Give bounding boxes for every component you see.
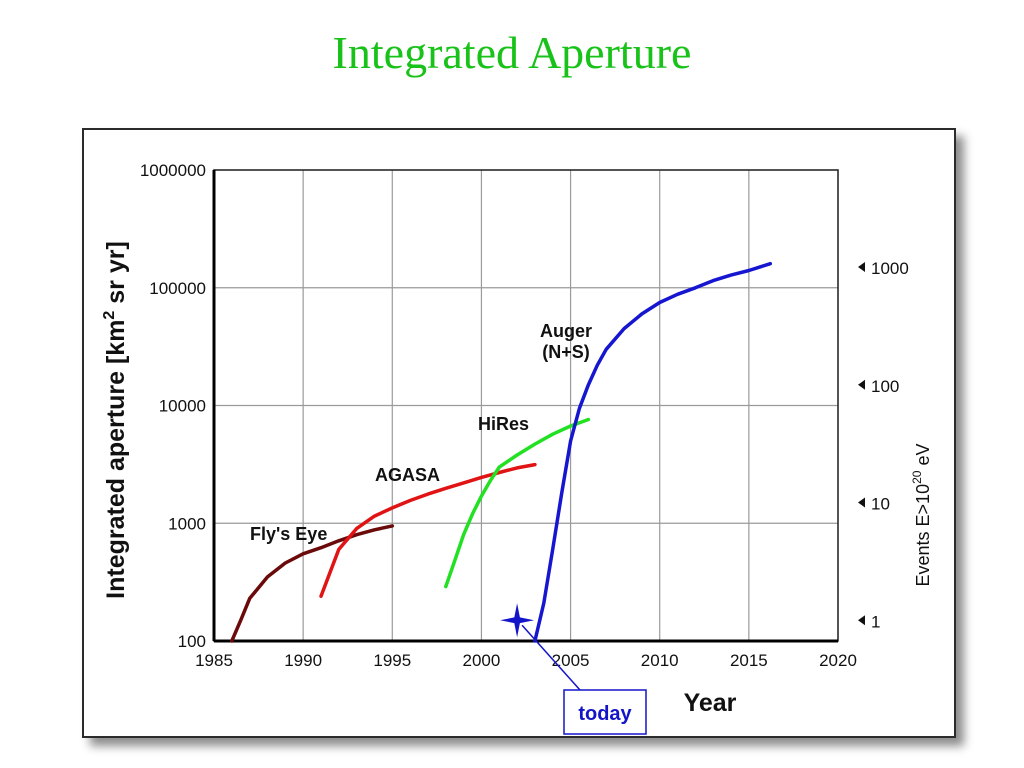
star-icon (500, 603, 535, 638)
right-tick-label: 1000 (871, 259, 909, 278)
series-labels: Fly's Eye AGASA HiRes Auger(N+S) (250, 321, 592, 544)
slide-title: Integrated Aperture (332, 27, 692, 78)
right-tick-marker (858, 262, 865, 273)
x-tick-label: 2015 (730, 651, 768, 670)
series-label: (N+S) (542, 342, 590, 362)
today-pointer-line (521, 624, 581, 691)
series-line-auger-n-s (533, 261, 773, 643)
x-tick-label: 1995 (373, 651, 411, 670)
right-tick-marker (858, 497, 865, 508)
grid-lines (213, 169, 839, 642)
y-tick-labels: 100 1000 10000 100000 1000000 (140, 161, 206, 651)
today-label: today (578, 703, 632, 725)
y-tick-label: 10000 (159, 397, 206, 416)
y-axis-title: Integrated aperture [km2 sr yr] (101, 241, 130, 599)
right-axis-title: Events E>1020 eV (910, 444, 933, 587)
y-axis-title-end: sr yr] (102, 241, 130, 310)
x-tick-label: 2005 (552, 651, 590, 670)
chart-panel (82, 128, 956, 738)
right-tick-label: 1 (871, 612, 880, 631)
right-axis-title-sup: 20 (910, 470, 924, 484)
right-axis-title-end: eV (913, 444, 933, 471)
y-tick-label: 100000 (149, 279, 206, 298)
series-label: AGASA (375, 465, 440, 485)
series-label: HiRes (478, 414, 529, 434)
y-tick-label: 100 (178, 632, 206, 651)
x-tick-label: 2000 (463, 651, 501, 670)
x-tick-label: 1990 (284, 651, 322, 670)
series-line-hires (444, 417, 591, 589)
x-tick-labels: 1985 1990 1995 2000 2005 2010 2015 2020 (195, 651, 857, 670)
right-tick-label: 10 (871, 495, 890, 514)
today-annotation: today (500, 603, 647, 735)
series-label: Fly's Eye (250, 524, 327, 544)
y-tick-label: 1000000 (140, 161, 206, 180)
y-tick-label: 1000 (168, 514, 206, 533)
right-axis-title-main: Events E>10 (913, 484, 933, 587)
series-lines (230, 261, 773, 643)
y-axis-title-sup: 2 (101, 311, 118, 320)
x-tick-label: 2010 (641, 651, 679, 670)
right-axis-ticks: 1 10 100 1000 (858, 259, 909, 631)
x-axis-title: Year (684, 689, 737, 717)
today-label-box (563, 689, 647, 735)
series-line-fly-s-eye (230, 524, 395, 643)
axis-lines (212, 170, 838, 643)
y-axis-title-main: Integrated aperture [km (102, 320, 130, 599)
right-tick-marker (858, 615, 865, 626)
right-tick-label: 100 (871, 377, 899, 396)
x-tick-label: 2020 (819, 651, 857, 670)
right-tick-marker (858, 379, 865, 390)
x-tick-label: 1985 (195, 651, 233, 670)
series-label: Auger (540, 321, 592, 341)
